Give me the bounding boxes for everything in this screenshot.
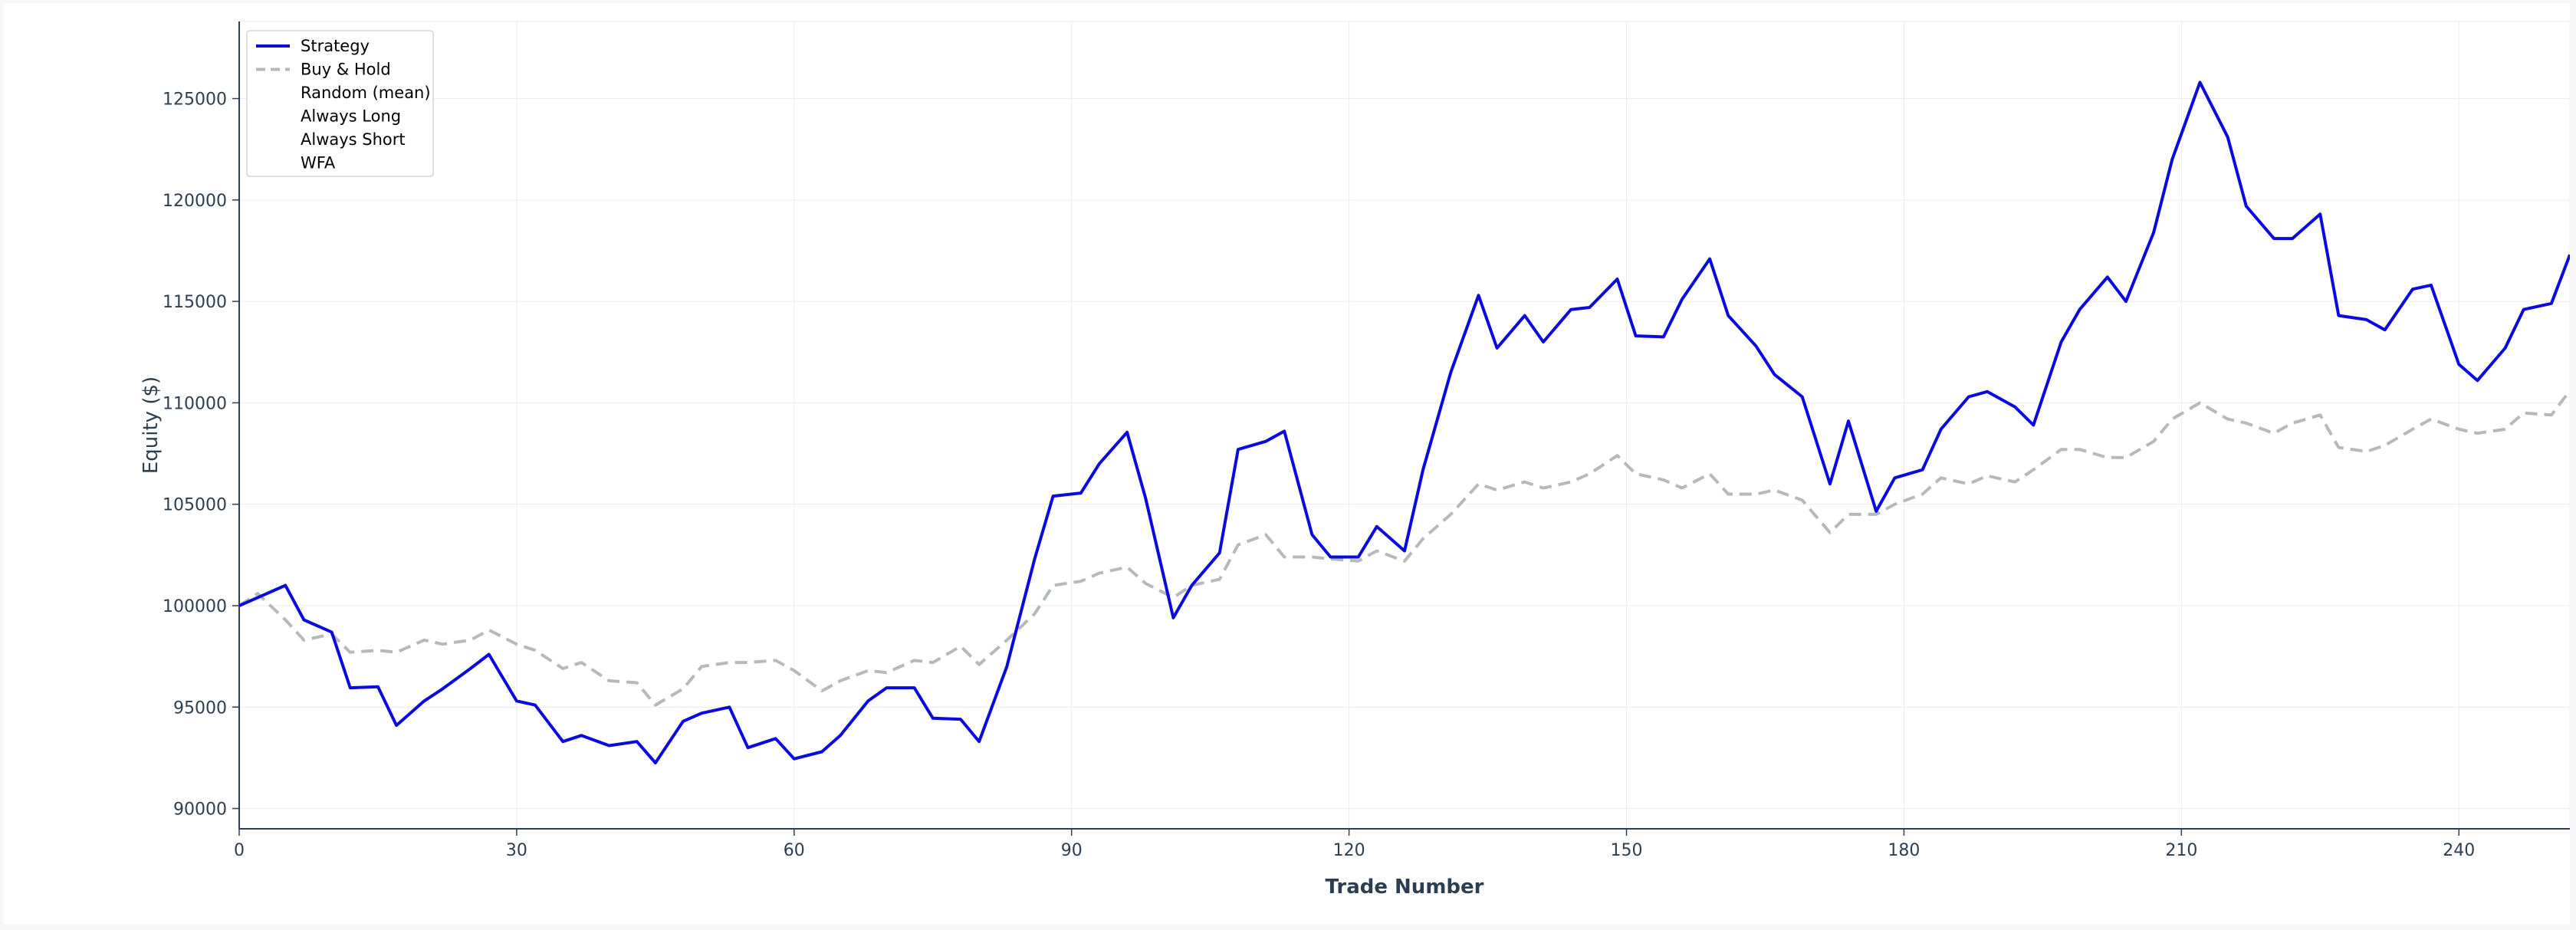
y-tick-label: 110000 [163,394,227,413]
x-tick-label: 90 [1061,841,1083,860]
x-tick-label: 210 [2165,841,2197,860]
y-tick-label: 115000 [163,293,227,312]
legend-box [246,30,434,177]
tick-labels: 0 30 60 90 120 150 180 210 240 90000 95000 100000 10… [163,90,2475,860]
y-tick-label: 100000 [163,597,227,616]
x-tick-label: 30 [506,841,527,860]
strategy-line [238,81,2570,764]
y-tick-label: 125000 [163,90,227,110]
y-tick-label: 95000 [173,698,227,718]
x-tick-label: 180 [1888,841,1920,860]
legend-label-wfa: WFA [301,154,336,173]
y-tick-label: 120000 [163,192,227,211]
legend-label-strategy: Strategy [301,37,370,55]
series-lines [238,81,2570,764]
legend-label-random-mean: Random (mean) [301,84,431,102]
legend-label-always-short: Always Short [301,130,406,149]
legend: Strategy Buy & Hold Random (mean) Always Lo… [246,30,434,177]
legend-label-always-long: Always Long [301,107,401,126]
equity-chart: 0 30 60 90 120 150 180 210 240 90000 95000 100000 10… [140,21,2570,899]
grid-lines [238,21,2570,829]
chart-figure: 0 30 60 90 120 150 180 210 240 90000 95000 100000 10… [3,3,2570,924]
axes [232,21,2570,836]
plot-frame [238,21,2570,830]
buy-hold-line [238,389,2570,707]
y-tick-label: 90000 [173,800,227,820]
x-axis-label: Trade Number [1326,876,1484,899]
y-tick-label: 105000 [163,496,227,515]
x-tick-label: 240 [2443,841,2475,860]
x-tick-label: 150 [1611,841,1643,860]
x-tick-label: 0 [234,841,245,860]
legend-label-buy-hold: Buy & Hold [301,61,391,79]
x-tick-label: 120 [1333,841,1365,860]
x-tick-label: 60 [784,841,805,860]
y-axis-label: Equity ($) [140,376,163,474]
